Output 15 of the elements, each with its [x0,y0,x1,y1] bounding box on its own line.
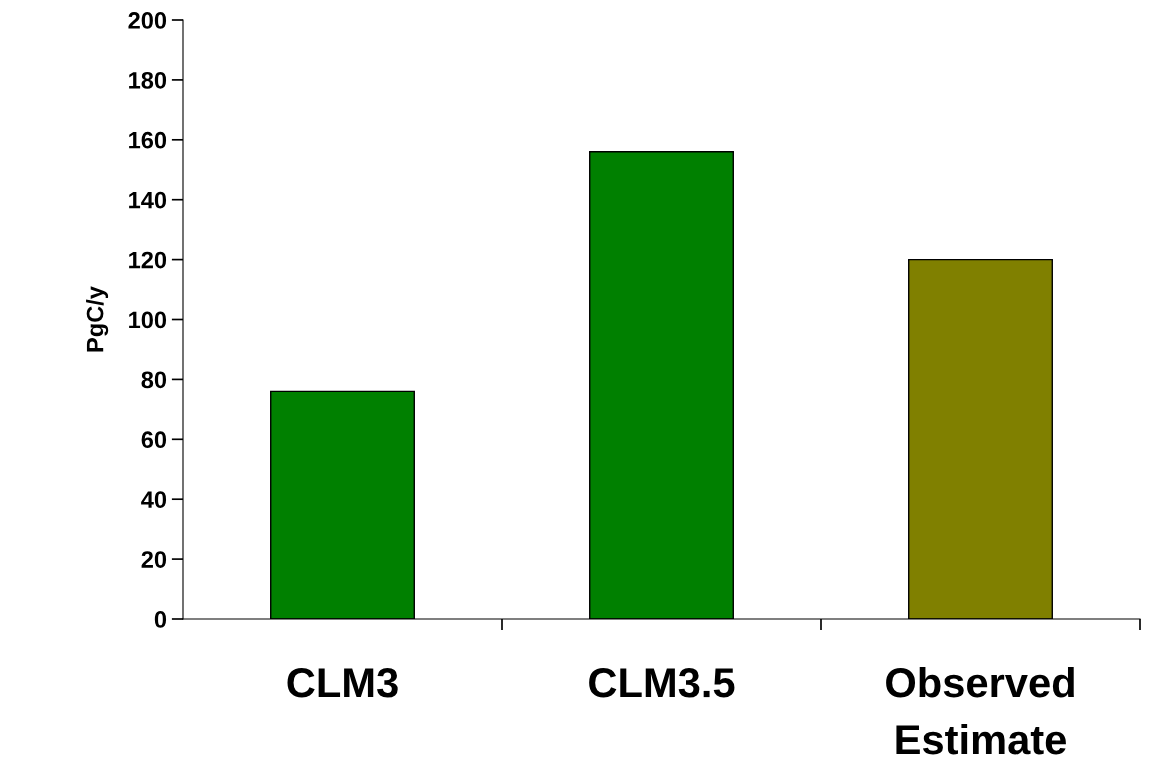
y-tick-label: 0 [154,611,167,628]
y-axis-title: PgC/y [86,286,109,352]
y-tick-label: 120 [129,251,167,269]
y-tick-label: 140 [129,191,167,209]
x-tick-label: CLM3 [287,668,398,698]
x-tick-label: CLM3.5 [589,668,735,698]
y-tick-label: 200 [128,12,167,29]
y-tick-label: 60 [141,431,167,449]
y-tick-label: 100 [129,311,167,329]
y-tick-label: 80 [141,371,167,389]
y-tick-label: 180 [129,71,167,89]
x-tick-label: Observed Estimate [886,666,1074,755]
y-tick-label: 40 [141,491,167,508]
y-tick-label: 20 [141,551,167,568]
y-tick-label: 160 [129,131,167,149]
